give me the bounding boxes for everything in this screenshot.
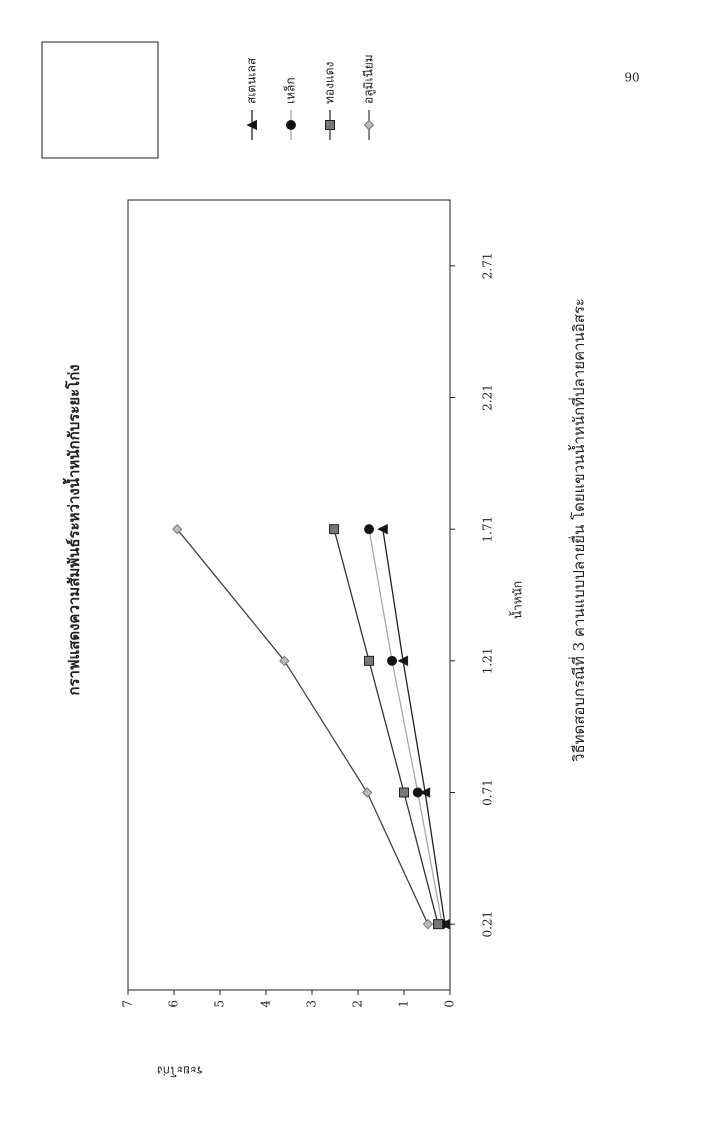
marker (377, 523, 388, 535)
marker (397, 655, 409, 667)
caption: วิธีทดสอบกรณีที่ 3 คานแบบปลายยื่น โดยแขว… (568, 298, 588, 763)
marker (172, 523, 183, 535)
marker (363, 119, 375, 131)
marker (361, 787, 373, 798)
x-tick-label: 2.71 (481, 252, 495, 279)
series-line (382, 529, 446, 925)
y-tick-label: 4 (259, 1000, 273, 1008)
marker (399, 787, 409, 798)
rotated-chart: กราฟแสดงความสัมพันธ์ระหว่างน้ำหนักกับระย… (41, 41, 588, 1078)
legend-label: อลูมิเนียม (362, 54, 377, 104)
marker (279, 655, 290, 667)
marker (419, 787, 431, 798)
y-tick-label: 2 (351, 1000, 365, 1008)
x-tick-label: 2.21 (481, 384, 495, 411)
y-tick-label: 6 (167, 1000, 181, 1008)
marker (246, 119, 257, 131)
marker (364, 524, 375, 535)
y-tick-label: 5 (213, 1000, 227, 1008)
page-number: 90 (624, 71, 639, 85)
y-axis-title: ระยะโก่ง (157, 1064, 203, 1078)
x-tick-label: 1.21 (481, 647, 495, 674)
legend-label: ทองแดง (323, 62, 337, 104)
marker (329, 524, 340, 535)
y-tick-label: 3 (305, 1000, 319, 1008)
y-tick-label: 7 (121, 1000, 135, 1008)
marker (422, 918, 434, 930)
x-tick-label: 1.71 (481, 516, 495, 543)
marker (412, 787, 423, 798)
y-tick-label: 0 (443, 1000, 457, 1008)
y-tick-label: 1 (397, 1000, 411, 1008)
marker (286, 120, 296, 130)
legend-box (41, 41, 159, 159)
series-line (333, 528, 439, 925)
series-line (176, 528, 429, 925)
marker (325, 120, 335, 130)
marker (433, 919, 444, 930)
x-tick-label: 0.21 (481, 911, 495, 938)
marker (387, 655, 398, 666)
x-tick-label: 0.71 (481, 779, 495, 806)
plot-frame (127, 199, 451, 991)
chart-title: กราฟแสดงความสัมพันธ์ระหว่างน้ำหนักกับระย… (62, 364, 83, 695)
marker (364, 655, 375, 666)
x-axis-title: น้ำหนัก (509, 581, 525, 619)
legend-label: เหล็ก (283, 77, 298, 104)
series-line (368, 529, 443, 925)
legend-label: สเตนเลส (245, 57, 259, 104)
